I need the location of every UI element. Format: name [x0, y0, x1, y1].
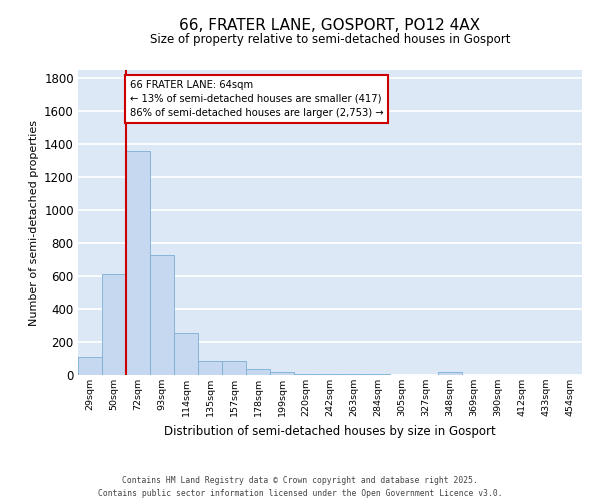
Bar [198, 361, 222, 375]
Bar [366, 374, 390, 375]
Bar [78, 357, 102, 375]
Bar [294, 374, 318, 375]
X-axis label: Distribution of semi-detached houses by size in Gosport: Distribution of semi-detached houses by … [164, 424, 496, 438]
Text: 66, FRATER LANE, GOSPORT, PO12 4AX: 66, FRATER LANE, GOSPORT, PO12 4AX [179, 18, 481, 32]
Bar [318, 374, 342, 375]
Text: 66 FRATER LANE: 64sqm
← 13% of semi-detached houses are smaller (417)
86% of sem: 66 FRATER LANE: 64sqm ← 13% of semi-deta… [130, 80, 383, 118]
Text: Contains HM Land Registry data © Crown copyright and database right 2025.
Contai: Contains HM Land Registry data © Crown c… [98, 476, 502, 498]
Bar [342, 374, 366, 375]
Y-axis label: Number of semi-detached properties: Number of semi-detached properties [29, 120, 38, 326]
Text: Size of property relative to semi-detached houses in Gosport: Size of property relative to semi-detach… [150, 32, 510, 46]
Bar [126, 151, 150, 375]
Bar [222, 361, 246, 375]
Bar [102, 274, 126, 375]
Bar [150, 256, 174, 375]
Bar [438, 372, 462, 375]
Bar [270, 372, 294, 375]
Bar [246, 369, 270, 375]
Bar [174, 333, 198, 375]
